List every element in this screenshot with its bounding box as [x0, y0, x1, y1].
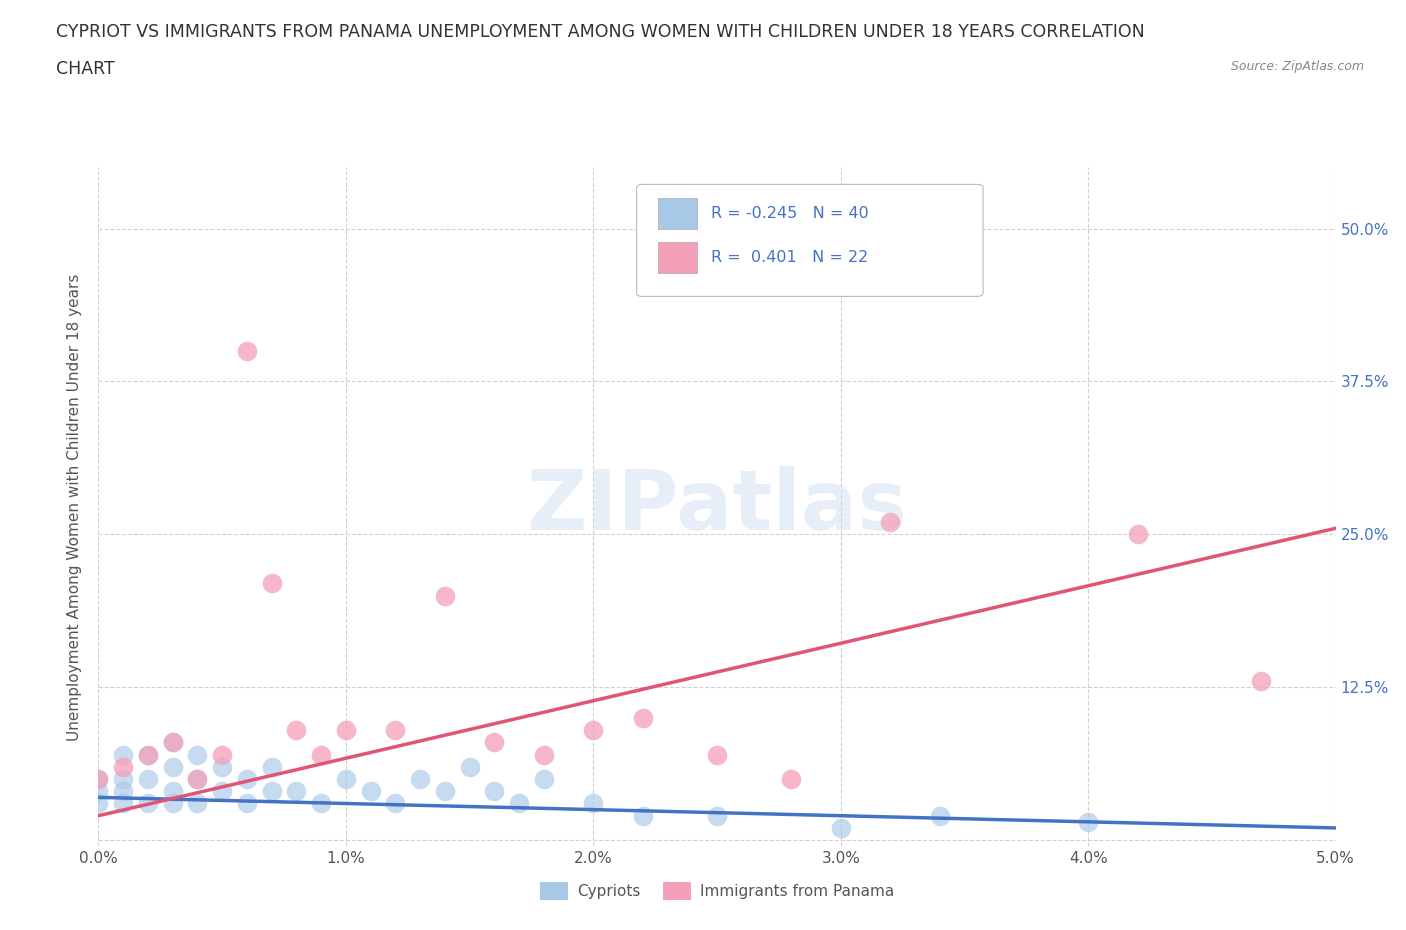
- Point: [211, 747, 233, 762]
- Legend: Cypriots, Immigrants from Panama: Cypriots, Immigrants from Panama: [534, 876, 900, 907]
- Point: [112, 760, 135, 775]
- Point: [458, 760, 481, 775]
- Point: [260, 784, 283, 799]
- Point: [87, 784, 110, 799]
- Point: [136, 747, 159, 762]
- Point: [830, 820, 852, 835]
- Point: [136, 772, 159, 787]
- Point: [433, 588, 456, 603]
- Point: [285, 723, 308, 737]
- Point: [112, 747, 135, 762]
- Point: [309, 747, 332, 762]
- Bar: [658, 198, 697, 229]
- Text: Source: ZipAtlas.com: Source: ZipAtlas.com: [1230, 60, 1364, 73]
- Text: R =  0.401   N = 22: R = 0.401 N = 22: [711, 250, 868, 265]
- Point: [706, 808, 728, 823]
- Point: [162, 784, 184, 799]
- Point: [631, 808, 654, 823]
- Point: [260, 760, 283, 775]
- Point: [409, 772, 432, 787]
- Point: [236, 343, 259, 358]
- Point: [533, 747, 555, 762]
- Point: [87, 796, 110, 811]
- Point: [112, 772, 135, 787]
- Point: [879, 514, 901, 529]
- Point: [533, 772, 555, 787]
- Point: [162, 735, 184, 750]
- Point: [582, 723, 605, 737]
- Point: [236, 772, 259, 787]
- Point: [309, 796, 332, 811]
- Point: [162, 796, 184, 811]
- Point: [433, 784, 456, 799]
- Text: R = -0.245   N = 40: R = -0.245 N = 40: [711, 206, 869, 221]
- Y-axis label: Unemployment Among Women with Children Under 18 years: Unemployment Among Women with Children U…: [67, 273, 83, 740]
- Point: [112, 784, 135, 799]
- Point: [112, 796, 135, 811]
- Point: [136, 796, 159, 811]
- Point: [631, 711, 654, 725]
- Point: [136, 747, 159, 762]
- Point: [582, 796, 605, 811]
- Point: [484, 784, 506, 799]
- Point: [87, 772, 110, 787]
- Point: [384, 796, 406, 811]
- Point: [360, 784, 382, 799]
- Point: [186, 772, 208, 787]
- Bar: [658, 242, 697, 272]
- Point: [211, 784, 233, 799]
- Point: [508, 796, 530, 811]
- Point: [484, 735, 506, 750]
- Point: [285, 784, 308, 799]
- Point: [162, 735, 184, 750]
- Point: [1077, 815, 1099, 830]
- Text: ZIPatlas: ZIPatlas: [527, 466, 907, 548]
- FancyBboxPatch shape: [637, 184, 983, 297]
- Text: CHART: CHART: [56, 60, 115, 78]
- Point: [236, 796, 259, 811]
- Point: [780, 772, 803, 787]
- Point: [87, 772, 110, 787]
- Point: [162, 760, 184, 775]
- Point: [335, 723, 357, 737]
- Point: [1126, 527, 1149, 542]
- Point: [260, 576, 283, 591]
- Point: [384, 723, 406, 737]
- Point: [706, 747, 728, 762]
- Point: [211, 760, 233, 775]
- Point: [335, 772, 357, 787]
- Text: CYPRIOT VS IMMIGRANTS FROM PANAMA UNEMPLOYMENT AMONG WOMEN WITH CHILDREN UNDER 1: CYPRIOT VS IMMIGRANTS FROM PANAMA UNEMPL…: [56, 23, 1144, 41]
- Point: [1250, 673, 1272, 688]
- Point: [186, 747, 208, 762]
- Point: [186, 796, 208, 811]
- Point: [186, 772, 208, 787]
- Point: [928, 808, 950, 823]
